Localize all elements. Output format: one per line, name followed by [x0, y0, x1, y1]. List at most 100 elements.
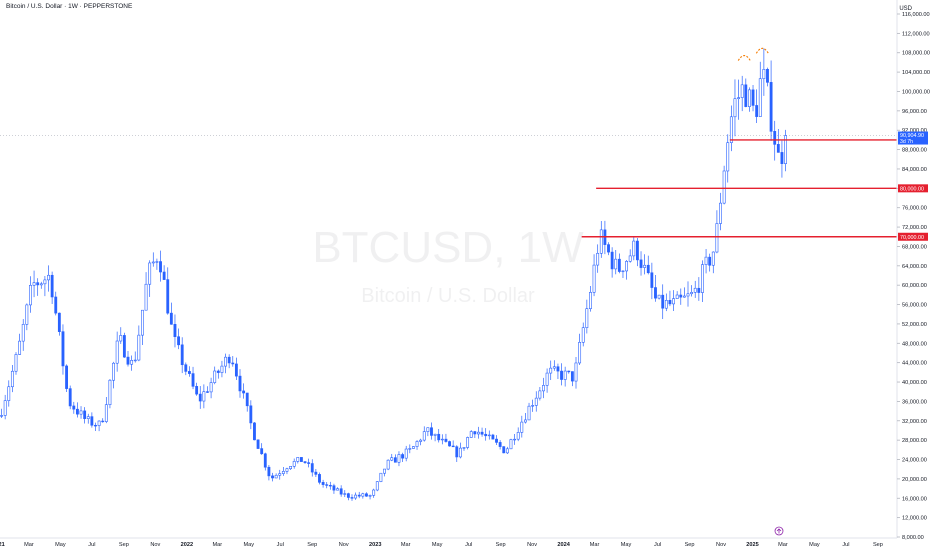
candle-up — [433, 433, 437, 436]
candle-down — [773, 131, 777, 145]
candle-up — [3, 400, 7, 416]
candle-up — [719, 202, 722, 224]
x-tick-label: Jul — [465, 542, 472, 548]
candle-up — [531, 405, 535, 407]
candle-up — [672, 298, 675, 305]
y-tick-label: 76,000.00 — [902, 206, 927, 212]
candle-down — [567, 370, 571, 373]
candle-up — [220, 365, 224, 373]
candle-up — [343, 493, 347, 495]
x-tick-label: 2023 — [369, 542, 381, 548]
candle-down — [769, 82, 773, 132]
candle-up — [563, 370, 567, 380]
x-tick-label: 2022 — [181, 542, 193, 548]
candle-down — [245, 392, 249, 407]
y-tick-label: 60,000.00 — [902, 283, 927, 289]
candle-up — [292, 461, 296, 467]
candle-down — [473, 431, 477, 435]
candle-up — [79, 410, 83, 415]
candle-down — [393, 457, 397, 463]
candle-up — [25, 304, 29, 325]
candle-down — [238, 375, 242, 392]
candle-down — [122, 335, 126, 358]
candle-up — [379, 472, 383, 482]
watermark-symbol: BTCUSD, 1W — [312, 223, 584, 272]
candle-up — [0, 415, 3, 417]
goto-realtime-icon[interactable] — [774, 526, 784, 536]
candle-down — [639, 259, 643, 268]
candle-up — [643, 264, 647, 268]
candle-up — [422, 431, 426, 441]
x-tick-label: Sep — [119, 542, 129, 548]
x-tick-label: May — [243, 542, 254, 548]
candle-up — [390, 457, 394, 461]
candle-down — [560, 370, 563, 380]
candle-up — [285, 468, 289, 472]
candle-down — [766, 69, 769, 83]
x-tick-label: Jul — [842, 542, 849, 548]
price-level-badge — [898, 232, 928, 241]
candle-up — [397, 454, 401, 463]
candle-down — [234, 363, 238, 377]
candle-down — [184, 364, 188, 372]
candle-down — [744, 84, 748, 107]
candle-down — [610, 251, 614, 270]
candle-down — [325, 484, 329, 486]
candle-up — [224, 356, 227, 367]
current-price-badge — [898, 131, 928, 145]
candle-down — [72, 405, 76, 410]
candle-down — [708, 256, 712, 266]
candle-up — [21, 324, 25, 342]
candle-down — [661, 294, 665, 309]
candle-up — [578, 342, 582, 364]
x-tick-label: 2024 — [557, 542, 570, 548]
x-tick-label: Sep — [685, 542, 695, 548]
candle-up — [462, 447, 466, 449]
candle-up — [747, 89, 751, 107]
candle-down — [54, 296, 58, 314]
price-level-label: 70,000.00 — [900, 235, 924, 241]
x-tick-label: Sep — [307, 542, 317, 548]
candle-up — [202, 391, 206, 402]
y-tick-label: 36,000.00 — [902, 399, 927, 405]
candle-up — [274, 474, 278, 479]
candle-up — [86, 416, 90, 419]
x-tick-label: May — [432, 542, 443, 548]
candle-up — [513, 438, 517, 441]
candle-down — [216, 370, 220, 373]
candle-down — [57, 312, 61, 332]
candle-up — [509, 439, 513, 450]
current-price-label: 90,904.90 — [900, 133, 924, 139]
candle-down — [249, 405, 253, 424]
candle-up — [632, 240, 636, 257]
y-tick-label: 108,000.00 — [902, 51, 930, 57]
price-level-label: 80,000.00 — [900, 186, 924, 192]
candle-up — [408, 448, 412, 450]
candle-up — [361, 493, 365, 497]
candle-down — [357, 494, 361, 497]
candle-down — [260, 448, 264, 455]
candle-down — [314, 471, 318, 475]
candle-up — [762, 69, 766, 80]
y-tick-label: 28,000.00 — [902, 438, 927, 444]
candle-down — [570, 371, 574, 382]
x-tick-label: Jul — [277, 542, 284, 548]
candle-down — [607, 244, 610, 253]
top-arc-annotation[interactable] — [737, 55, 751, 61]
candle-down — [321, 482, 325, 485]
y-tick-label: 116,000.00 — [902, 12, 930, 18]
candle-down — [776, 144, 780, 153]
x-tick-label: Mar — [212, 542, 222, 548]
candle-down — [455, 446, 459, 458]
candle-up — [39, 283, 43, 286]
candle-down — [328, 484, 332, 487]
candle-up — [43, 279, 47, 285]
y-tick-label: 24,000.00 — [902, 458, 927, 464]
candle-up — [336, 488, 339, 491]
candle-down — [166, 279, 170, 314]
candle-down — [679, 294, 683, 298]
top-arc-annotation[interactable] — [755, 47, 769, 54]
candle-down — [484, 433, 488, 437]
